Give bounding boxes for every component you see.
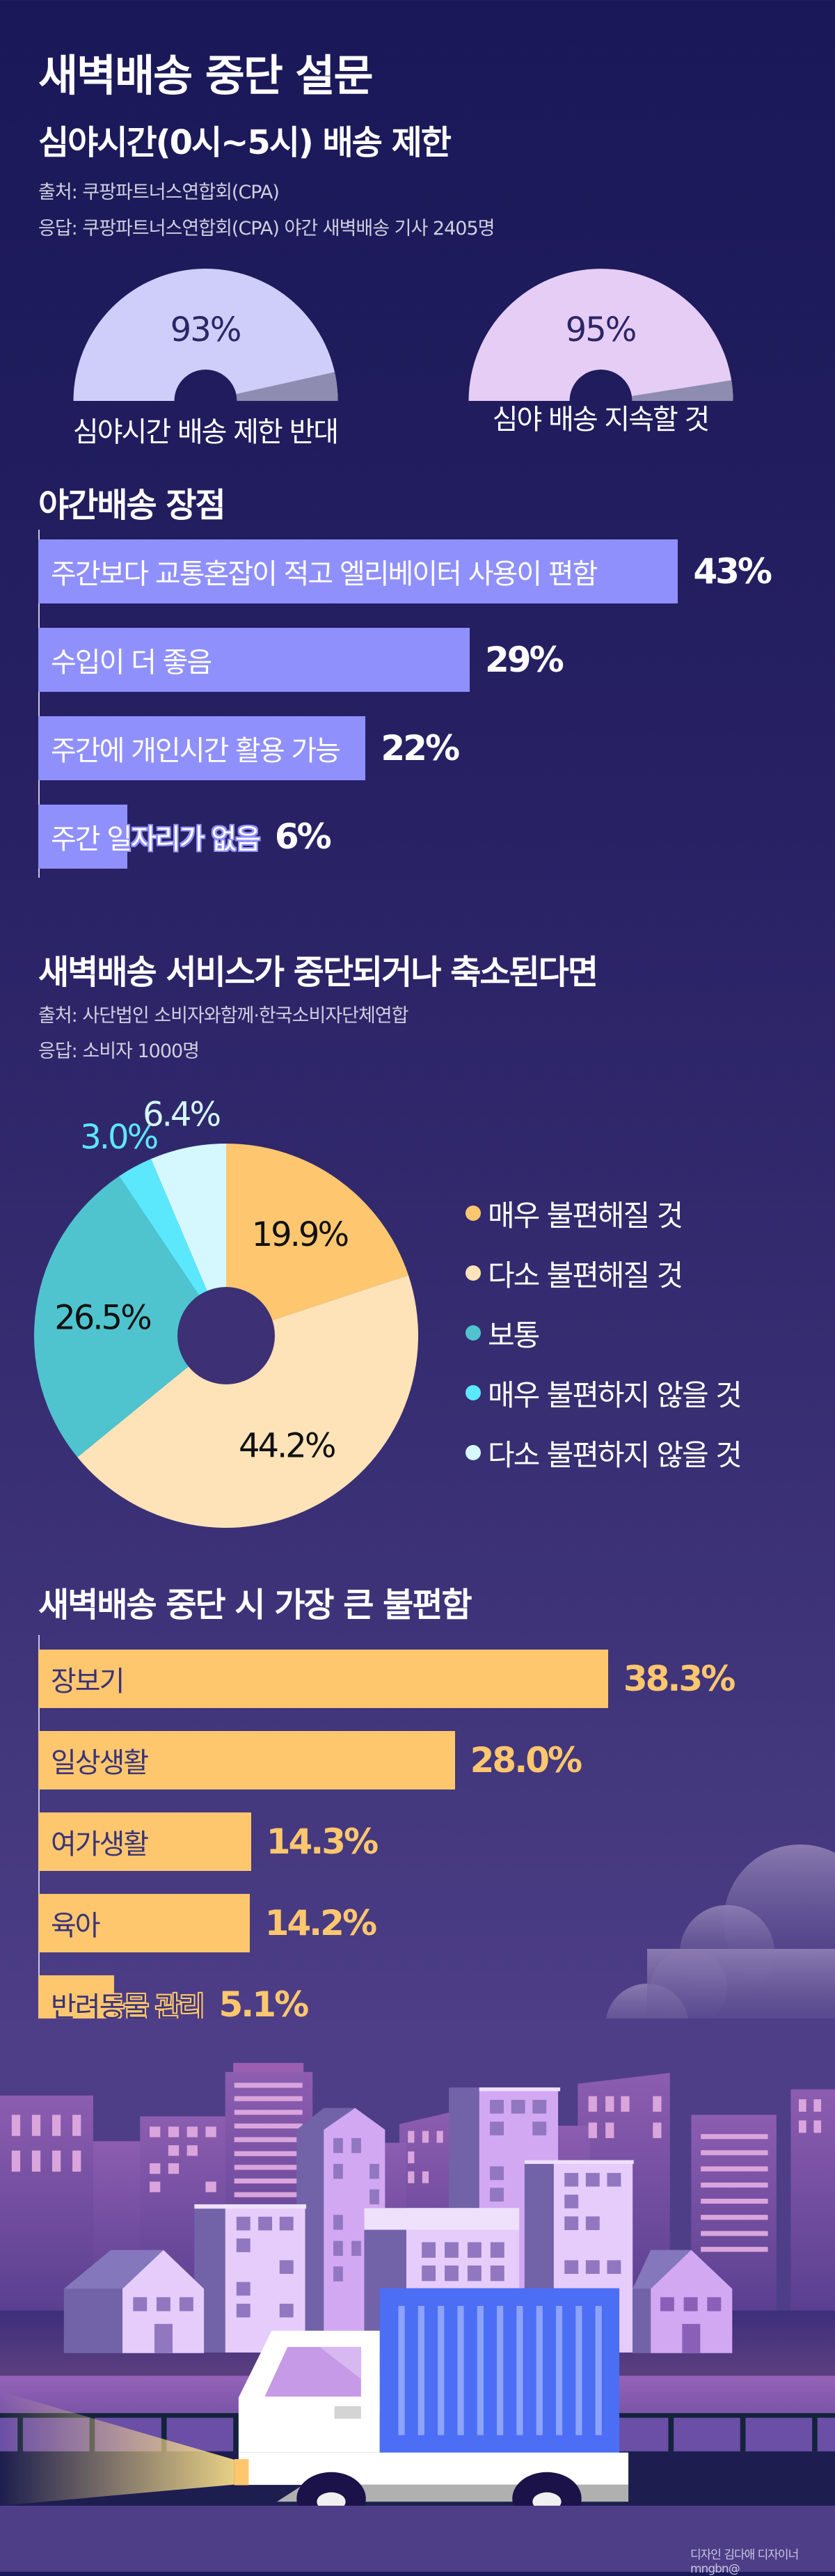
bar [38, 539, 678, 603]
legend-item: 매우 불편하지 않을 것 [466, 1363, 742, 1423]
bar-axis-line [38, 530, 40, 878]
bar [38, 1650, 608, 1708]
bar-row: 주간보다 교통혼잡이 적고 엘리베이터 사용이 편함 43% [38, 539, 772, 603]
bar-row: 주간 일자리가 없음 6% [38, 805, 332, 869]
bar-row: 주간에 개인시간 활용 가능 22% [38, 716, 460, 780]
bar-value-label: 6% [274, 816, 332, 857]
bar-label: 반려동물 관리 [51, 1991, 205, 2023]
bar-value-label: 38.3% [623, 1659, 735, 1699]
section1-heading: 심야시간(0시~5시) 배송 제한 [38, 123, 452, 162]
legend-swatch [466, 1445, 481, 1460]
legend-label: 매우 불편해질 것 [488, 1198, 683, 1233]
section3-respondents: 응답: 소비자 1000명 [38, 1041, 200, 1062]
bar-label: 여가생활 [51, 1828, 149, 1860]
gauge-2-remainder [631, 380, 733, 401]
bar-label: 일상생활 [51, 1747, 149, 1779]
gauge-2-fill [468, 269, 733, 401]
bar [38, 1894, 250, 1952]
bar-value-label: 43% [693, 551, 772, 592]
bar-label: 장보기 [51, 1666, 125, 1698]
city-truck-illustration [0, 2018, 835, 2506]
donut-value-label: 19.9% [252, 1215, 348, 1254]
section4-heading: 새벽배송 중단 시 가장 큰 불편함 [38, 1586, 472, 1625]
donut-value-label: 26.5% [54, 1299, 150, 1338]
legend-item: 매우 불편해질 것 [466, 1183, 741, 1243]
bar [38, 1731, 455, 1789]
gauge-1-remainder [236, 372, 338, 401]
bar-value-label: 14.3% [266, 1822, 379, 1862]
bar-label: 수입이 더 좋음 [51, 647, 212, 679]
legend-label: 보통 [488, 1318, 540, 1352]
bar-row: 여가생활 14.3% [38, 1812, 379, 1871]
donut-slice [33, 1176, 226, 1457]
section3-source: 출처: 사단법인 소비자와함께·한국소비자단체연합 [38, 1005, 408, 1027]
bar-label: 주간보다 교통혼잡이 적고 엘리베이터 사용이 편함 [51, 558, 598, 590]
bar-row: 수입이 더 좋음 29% [38, 628, 564, 692]
legend-item: 다소 불편해질 것 [466, 1243, 741, 1303]
gauge-2-value: 95% [565, 310, 637, 349]
donut-slice [226, 1144, 408, 1336]
bar-row: 일상생활 28.0% [38, 1731, 582, 1789]
gauge-1-label: 심야시간 배송 제한 반대 [72, 416, 339, 448]
front-wheel [296, 2472, 366, 2506]
bar [38, 716, 366, 780]
legend-swatch [466, 1325, 481, 1341]
donut-value-label: 3.0% [80, 1118, 157, 1157]
bar-value-label: 28.0% [470, 1740, 582, 1780]
donut-slice [77, 1275, 418, 1528]
headlight [234, 2459, 249, 2486]
legend-item: 다소 불편하지 않을 것 [466, 1423, 742, 1483]
donut-slice [119, 1159, 226, 1336]
gauge-2-label: 심야 배송 지속할 것 [492, 404, 710, 436]
section2-heading: 야간배송 장점 [38, 486, 226, 525]
bar-value-label: 29% [485, 640, 564, 680]
section1-respondents: 응답: 쿠팡파트너스연합회(CPA) 야간 새벽배송 기사 2405명 [38, 218, 495, 239]
legend-item: 보통 [466, 1303, 741, 1363]
bar [38, 1812, 251, 1871]
legend-swatch [466, 1206, 481, 1221]
bar-row: 육아 14.2% [38, 1894, 377, 1952]
bar-label: 주간에 개인시간 활용 가능 [51, 735, 341, 767]
bar-value-label: 22% [381, 728, 460, 768]
page-title: 새벽배송 중단 설문 [38, 50, 373, 101]
donut-value-label: 44.2% [239, 1427, 335, 1466]
legend-swatch [466, 1265, 481, 1281]
gauge-charts [73, 269, 733, 401]
legend-label: 다소 불편하지 않을 것 [488, 1437, 742, 1472]
bar-label: 육아 [51, 1910, 101, 1942]
bar-value-label: 5.1% [218, 1984, 310, 2025]
delivery-truck [234, 2288, 629, 2506]
legend-swatch [466, 1385, 481, 1400]
donut-value-label: 6.4% [143, 1096, 219, 1135]
bar-label: 주간 일자리가 없음 [51, 823, 261, 855]
bar [38, 805, 128, 869]
gauge-1-value: 93% [170, 310, 242, 349]
bar-value-label: 14.2% [264, 1903, 377, 1943]
designer-credit: 디자인 김다애 디자이너 mngbn@ [690, 2548, 799, 2576]
headlight-beam [0, 2391, 234, 2506]
section1-source: 출처: 쿠팡파트너스연합회(CPA) [38, 182, 280, 203]
donut-chart: 19.9% 44.2% 26.5% 3.0%6.4% [33, 1096, 418, 1528]
section3-heading: 새벽배송 서비스가 중단되거나 축소된다면 [38, 953, 598, 992]
donut-hole [177, 1287, 275, 1384]
rear-wheel [512, 2472, 582, 2506]
bar-row: 장보기 38.3% [38, 1650, 735, 1708]
gauge-1-fill [73, 269, 338, 401]
bar [38, 628, 470, 692]
legend-label: 다소 불편해질 것 [488, 1258, 683, 1293]
legend-label: 매우 불편하지 않을 것 [488, 1377, 742, 1412]
donut-slice [150, 1144, 226, 1336]
